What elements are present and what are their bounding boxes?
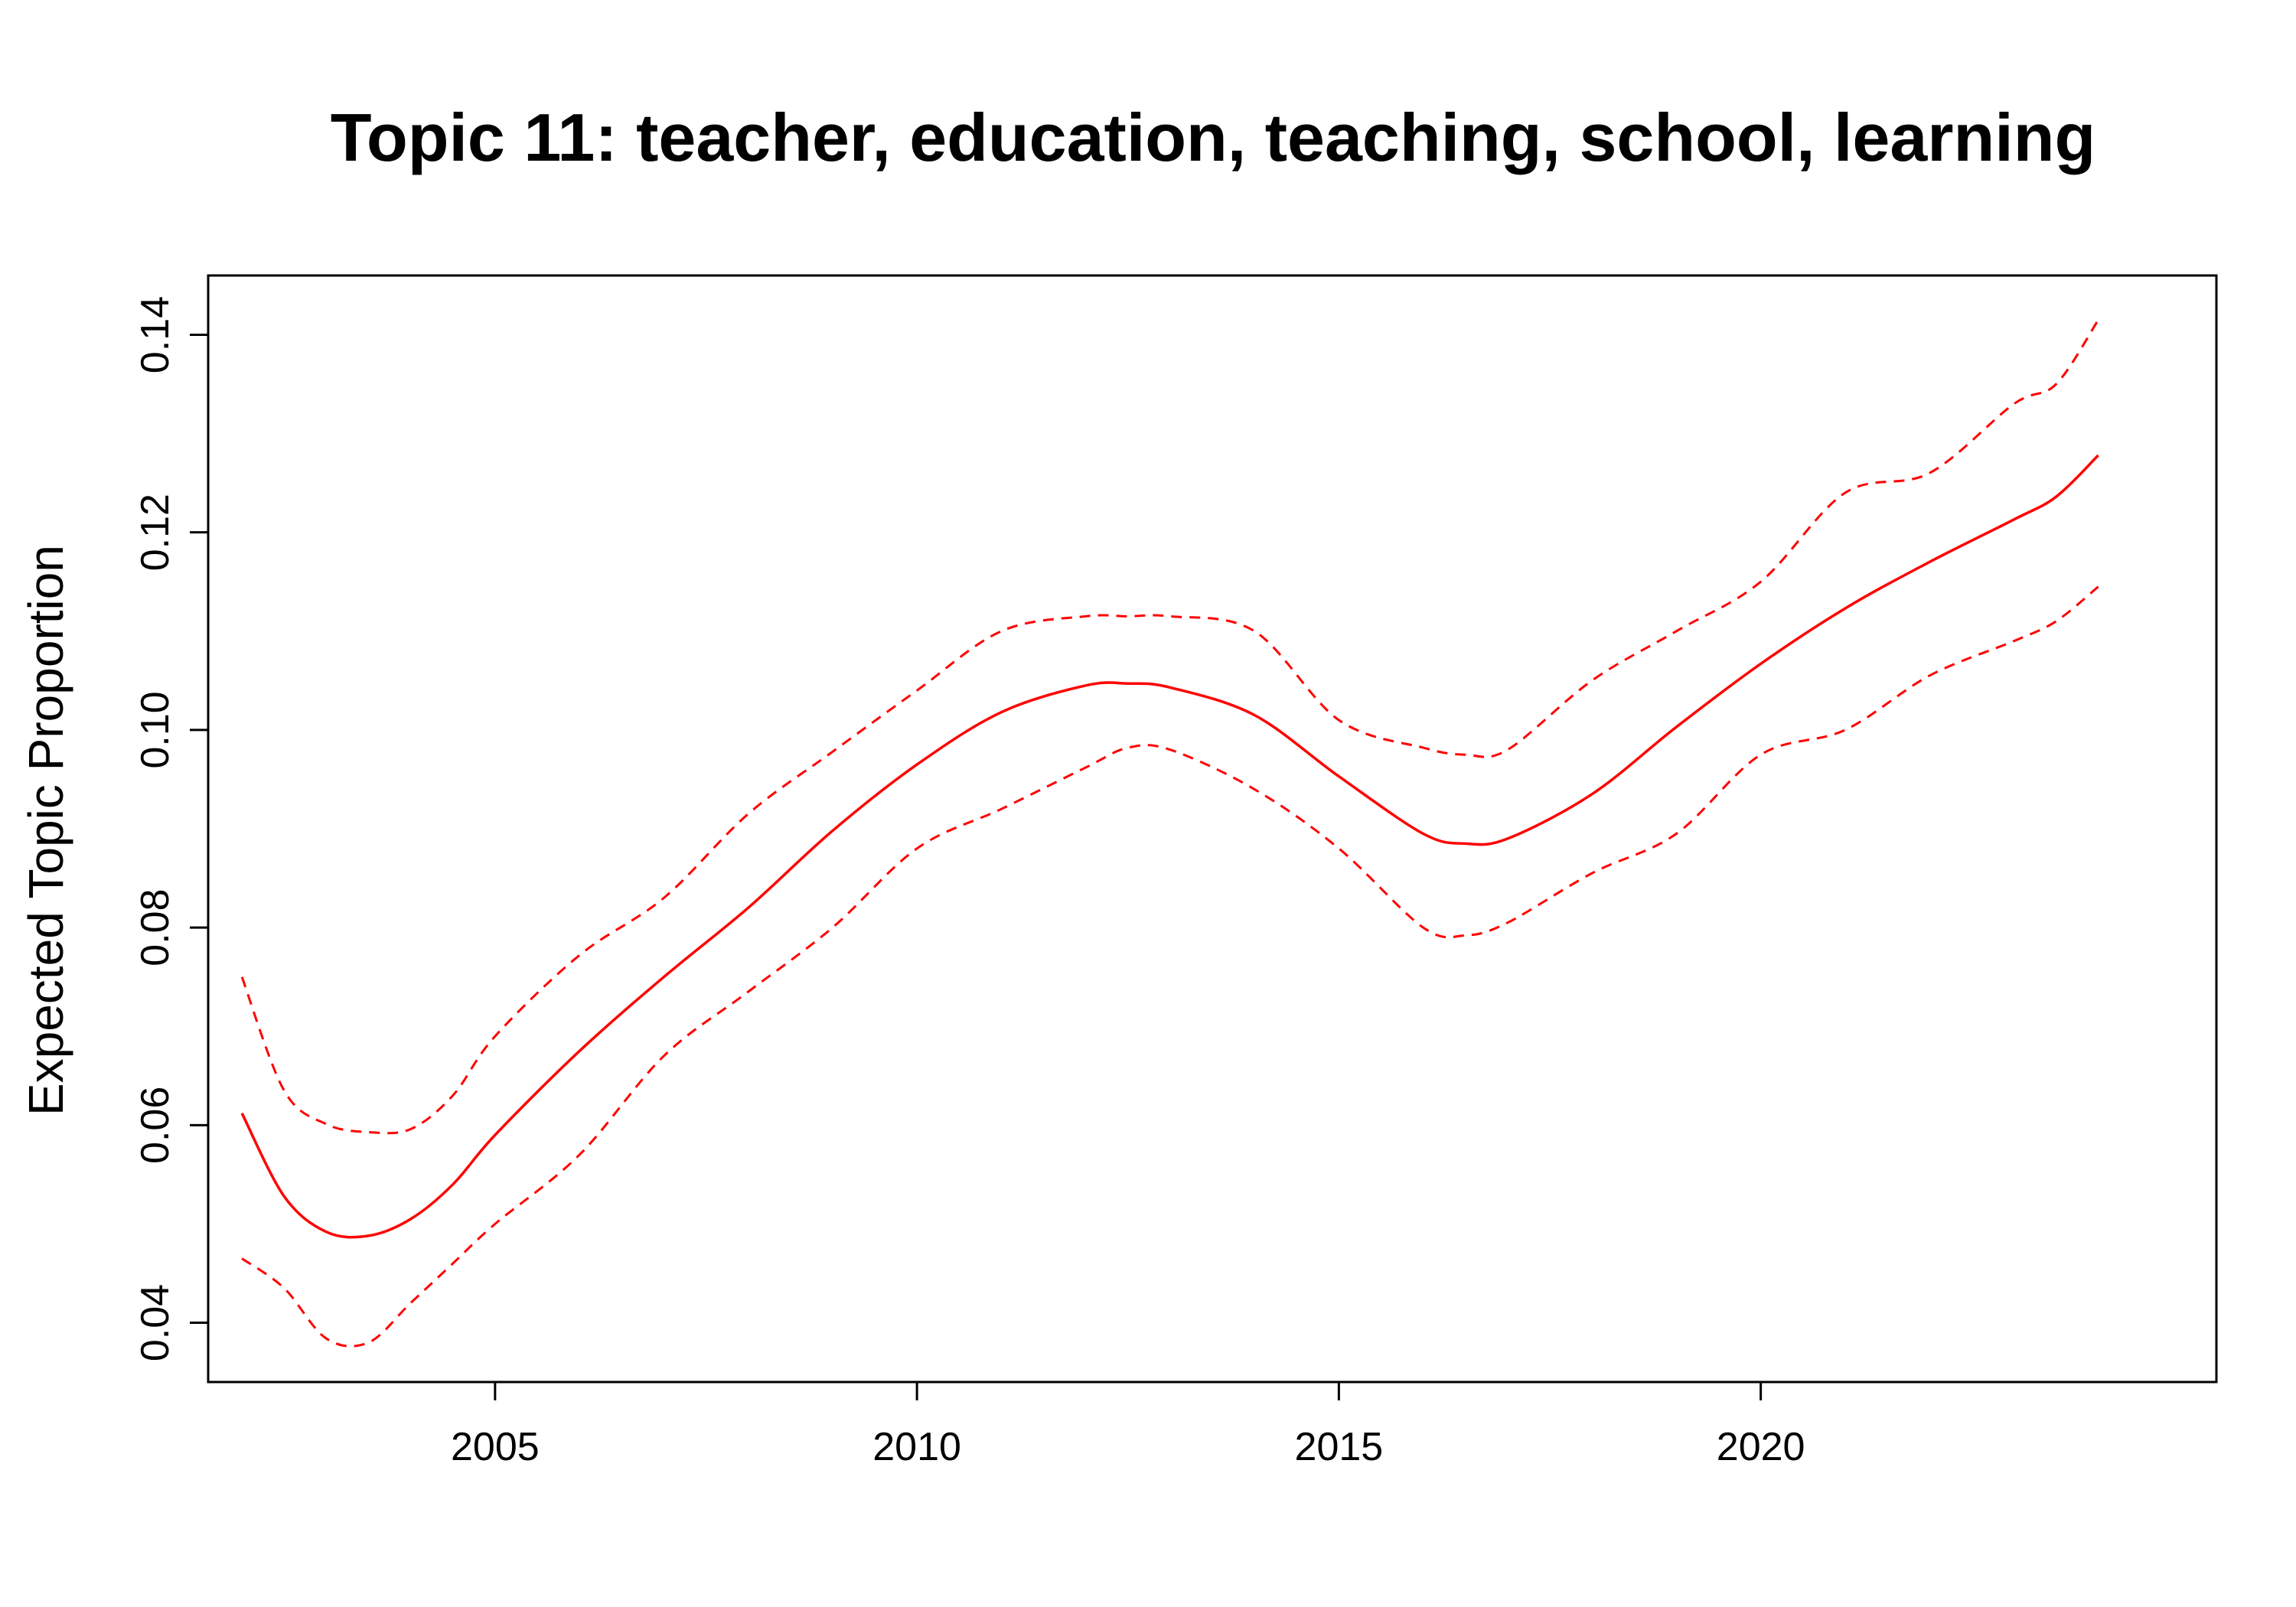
chart-title: Topic 11: teacher, education, teaching, … [331,99,2095,175]
y-tick-label: 0.14 [133,296,178,373]
plot-frame [207,274,2218,1384]
x-tick-label: 2020 [1717,1425,1805,1469]
x-tick-label: 2010 [872,1425,961,1469]
y-axis-label: Expected Topic Proportion [18,545,73,1116]
series-layer [240,319,2099,1348]
lower-bound-line [241,585,2099,1348]
y-tick-label: 0.06 [133,1087,178,1164]
y-tick-label: 0.12 [133,494,178,571]
y-tick-label: 0.10 [133,691,178,768]
x-tick-label: 2015 [1295,1425,1384,1469]
upper-bound-line [240,319,2099,1135]
y-tick-label: 0.04 [133,1284,178,1361]
mean-line [240,454,2099,1239]
x-axis: 2005 2010 2015 2020 [451,1380,1805,1469]
y-tick-label: 0.08 [133,888,178,966]
y-axis: 0.04 0.06 0.08 0.10 0.12 0.14 [133,296,210,1361]
x-tick-label: 2005 [451,1425,540,1469]
